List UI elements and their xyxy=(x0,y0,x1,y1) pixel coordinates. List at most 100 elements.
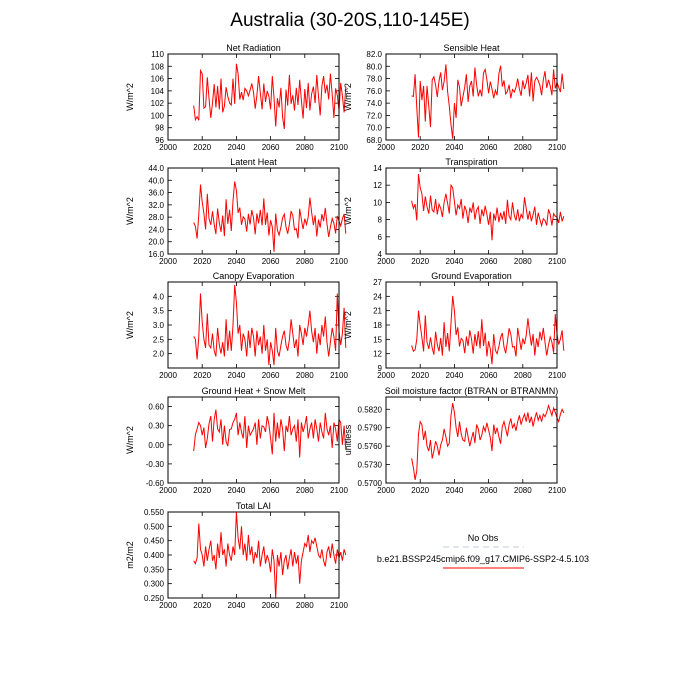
x-tick-label: 2080 xyxy=(514,143,532,152)
x-tick-label: 2000 xyxy=(159,601,177,610)
y-tick-label: -0.60 xyxy=(146,479,165,488)
y-tick-label: 14 xyxy=(373,164,382,173)
y-tick-label: 0.00 xyxy=(148,441,164,450)
y-axis-label: W/m^2 xyxy=(343,197,353,225)
y-tick-label: 0.60 xyxy=(148,403,164,412)
x-tick-label: 2100 xyxy=(548,143,566,152)
panel-ground-heat-snow-melt: Ground Heat + Snow Melt W/m^2 -0.60 -0.30 0.… xyxy=(125,386,348,495)
y-axis-label: W/m^2 xyxy=(343,311,353,339)
series-line xyxy=(193,409,347,458)
x-tick-label: 2020 xyxy=(193,486,211,495)
y-tick-label: 0.400 xyxy=(144,551,165,560)
y-tick-label: 6 xyxy=(378,233,383,242)
y-tick-label: 0.350 xyxy=(144,565,165,574)
x-tick-label: 2040 xyxy=(228,601,246,610)
y-tick-label: 100 xyxy=(151,111,165,120)
panel-sensible-heat: Sensible Heat W/m^2 68.0 70.0 72.0 74.0 76.0 78… xyxy=(343,43,566,152)
y-axis-label: W/m^2 xyxy=(343,83,353,111)
x-tick-label: 2020 xyxy=(411,486,429,495)
x-tick-label: 2000 xyxy=(159,257,177,266)
series-line xyxy=(411,64,565,139)
y-tick-label: 0.5700 xyxy=(358,479,383,488)
x-tick-label: 2000 xyxy=(377,486,395,495)
y-axis-label: W/m^2 xyxy=(125,197,135,225)
y-tick-label: 78.0 xyxy=(366,75,382,84)
x-tick-label: 2100 xyxy=(330,486,348,495)
y-tick-label: 40.0 xyxy=(148,176,164,185)
panel-total-lai: Total LAI m2/m2 0.250 0.300 0.350 0.400 0.450 0… xyxy=(125,501,348,610)
x-tick-label: 2060 xyxy=(480,486,498,495)
y-tick-label: 0.450 xyxy=(144,537,165,546)
x-tick-label: 2080 xyxy=(296,371,314,380)
y-tick-label: 106 xyxy=(151,75,165,84)
series-line xyxy=(411,173,565,241)
y-tick-label: 72.0 xyxy=(366,111,382,120)
x-tick-label: 2080 xyxy=(296,143,314,152)
x-tick-label: 2060 xyxy=(262,143,280,152)
x-tick-label: 2060 xyxy=(262,486,280,495)
x-tick-label: 2060 xyxy=(480,371,498,380)
y-tick-label: 98 xyxy=(155,124,164,133)
plot-frame xyxy=(385,396,558,484)
panel-title: Canopy Evaporation xyxy=(213,271,295,281)
legend: No Obs b.e21.BSSP245cmip6.f09_g17.CMIP6-… xyxy=(377,533,589,569)
x-tick-label: 2100 xyxy=(548,486,566,495)
x-tick-label: 2020 xyxy=(411,371,429,380)
legend-obs-label: No Obs xyxy=(468,533,499,543)
y-tick-label: 2.0 xyxy=(153,350,165,359)
x-tick-label: 2020 xyxy=(193,143,211,152)
y-tick-label: -0.30 xyxy=(146,460,165,469)
x-tick-label: 2000 xyxy=(159,143,177,152)
y-axis-label: W/m^2 xyxy=(125,83,135,111)
y-tick-label: 3.0 xyxy=(153,321,165,330)
y-tick-label: 0.5820 xyxy=(358,405,383,414)
y-tick-label: 74.0 xyxy=(366,99,382,108)
series-line xyxy=(193,181,347,252)
y-tick-label: 44.0 xyxy=(148,164,164,173)
y-axis-label: W/m^2 xyxy=(125,311,135,339)
x-tick-label: 2100 xyxy=(330,371,348,380)
y-tick-label: 24 xyxy=(373,292,382,301)
plot-frame xyxy=(167,281,340,369)
y-tick-label: 108 xyxy=(151,62,165,71)
plot-frame xyxy=(385,281,558,369)
x-tick-label: 2000 xyxy=(159,486,177,495)
series-line xyxy=(193,63,347,129)
y-tick-label: 16.0 xyxy=(148,250,164,259)
y-axis-label: unitless xyxy=(343,424,353,455)
y-tick-label: 9 xyxy=(378,364,383,373)
x-tick-label: 2100 xyxy=(330,143,348,152)
x-tick-label: 2100 xyxy=(330,257,348,266)
plot-frame xyxy=(167,396,340,484)
x-tick-label: 2080 xyxy=(514,257,532,266)
y-tick-label: 36.0 xyxy=(148,189,164,198)
panel-title: Soil moisture factor (BTRAN or BTRANMN) xyxy=(385,386,559,396)
plot-frame xyxy=(167,53,340,141)
y-tick-label: 3.5 xyxy=(153,307,165,316)
x-tick-label: 2000 xyxy=(377,143,395,152)
panel-soil-moisture-factor-btran-or-btranmn: Soil moisture factor (BTRAN or BTRANMN) u… xyxy=(343,386,566,495)
x-tick-label: 2080 xyxy=(514,486,532,495)
x-tick-label: 2100 xyxy=(548,257,566,266)
y-tick-label: 27 xyxy=(373,278,382,287)
y-axis-label: W/m^2 xyxy=(125,426,135,454)
x-tick-label: 2000 xyxy=(377,371,395,380)
panel-latent-heat: Latent Heat W/m^2 16.0 20.0 24.0 28.0 32.0 36.0… xyxy=(125,157,348,266)
panel-title: Ground Heat + Snow Melt xyxy=(202,386,306,396)
panel-net-radiation: Net Radiation W/m^2 96 98 100 102 104 106 108 110… xyxy=(125,43,348,152)
y-tick-label: 96 xyxy=(155,136,164,145)
x-tick-label: 2000 xyxy=(159,371,177,380)
y-tick-label: 80.0 xyxy=(366,62,382,71)
y-tick-label: 12 xyxy=(373,181,382,190)
plot-frame xyxy=(385,53,558,141)
y-tick-label: 70.0 xyxy=(366,124,382,133)
series-line xyxy=(193,511,347,599)
y-tick-label: 15 xyxy=(373,335,382,344)
y-tick-label: 32.0 xyxy=(148,201,164,210)
y-tick-label: 102 xyxy=(151,99,165,108)
x-tick-label: 2020 xyxy=(411,257,429,266)
y-tick-label: 18 xyxy=(373,321,382,330)
y-tick-label: 4 xyxy=(378,250,383,259)
x-tick-label: 2060 xyxy=(262,371,280,380)
